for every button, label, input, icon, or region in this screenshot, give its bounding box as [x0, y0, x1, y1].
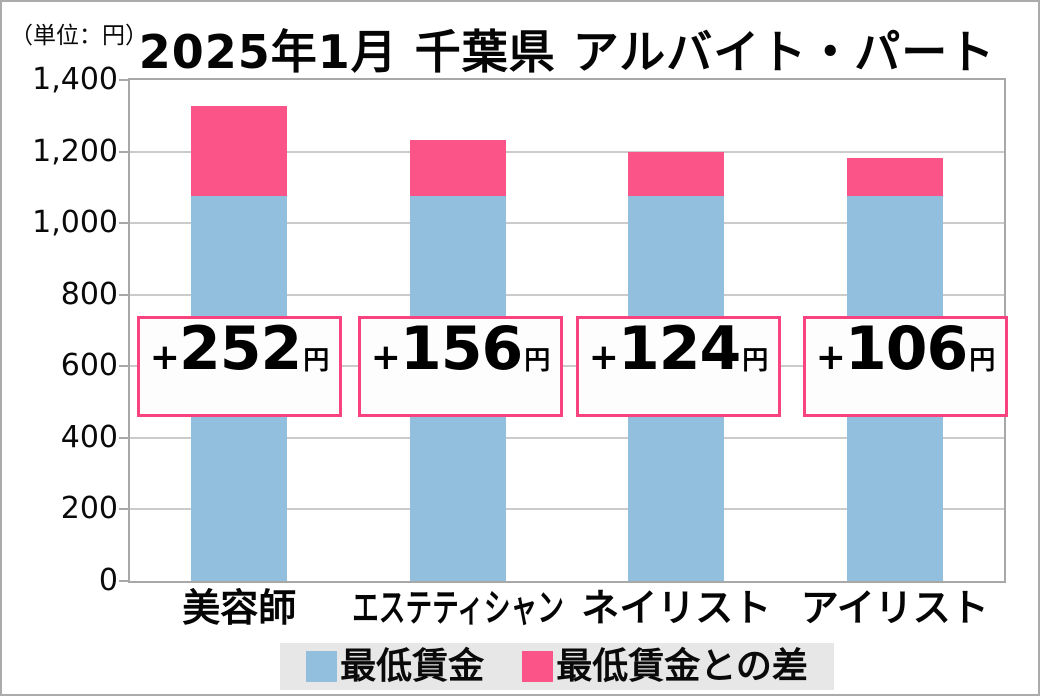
diff-unit: 円: [524, 346, 551, 376]
diff-callout-3: +106 円: [803, 316, 1008, 417]
y-tick: [119, 79, 128, 81]
diff-unit: 円: [969, 346, 996, 376]
y-tick: [119, 508, 128, 511]
x-axis-label-3: アイリスト: [800, 586, 989, 630]
diff-value: 156: [399, 314, 523, 384]
diff-unit: 円: [742, 346, 769, 376]
diff-plus-sign: +: [149, 337, 180, 378]
diff-plus-sign: +: [370, 337, 401, 378]
plot-area: +252 円 +156 円 +124 円 +106 円: [128, 78, 1008, 583]
y-tick: [119, 293, 128, 296]
bar-wage-diff-3: [847, 158, 943, 196]
diff-value: 252: [178, 314, 302, 384]
y-tick: [119, 150, 128, 153]
y-axis-label: 400: [60, 419, 118, 455]
legend-swatch-blue: [306, 651, 338, 682]
bar-wage-diff-1: [410, 140, 506, 196]
x-axis-label-0: 美容師: [182, 586, 297, 630]
x-axis-label-2: ネイリスト: [581, 586, 772, 630]
gridline-1,000: [130, 222, 1004, 225]
legend-swatch-pink: [522, 651, 554, 682]
legend-label-0: 最低賃金: [340, 645, 485, 687]
bar-wage-diff-0: [191, 106, 287, 196]
gridline-800: [130, 293, 1004, 296]
legend-label-1: 最低賃金との差: [556, 645, 808, 687]
gridline-400: [130, 436, 1004, 439]
legend-item-0: 最低賃金: [306, 645, 485, 687]
y-tick: [119, 580, 128, 582]
y-axis-label: 200: [60, 491, 118, 527]
diff-value: 106: [844, 314, 968, 384]
diff-value: 124: [617, 314, 741, 384]
diff-callout-0: +252 円: [137, 316, 342, 417]
y-axis-label: 800: [60, 276, 118, 312]
legend-item-1: 最低賃金との差: [522, 645, 808, 687]
x-axis-label-1: エステティシャン: [351, 586, 564, 630]
gridline-1,200: [130, 150, 1004, 153]
diff-callout-2: +124 円: [576, 316, 781, 417]
diff-plus-sign: +: [588, 337, 619, 378]
y-axis-label: 600: [60, 348, 118, 384]
chart-title: 2025年1月 千葉県 アルバイト・パート: [138, 25, 996, 79]
y-axis-label: 1,400: [32, 62, 118, 97]
y-axis-label: 1,000: [32, 205, 118, 241]
y-tick: [119, 436, 128, 439]
diff-callout-1: +156 円: [358, 316, 563, 417]
y-axis-label: 1,200: [32, 133, 118, 169]
gridline-600: [130, 365, 1004, 368]
diff-plus-sign: +: [815, 337, 846, 378]
y-axis-label: 0: [98, 563, 118, 598]
legend: 最低賃金 最低賃金との差: [280, 643, 834, 690]
y-tick: [119, 365, 128, 368]
gridline-200: [130, 508, 1004, 511]
y-tick: [119, 222, 128, 225]
diff-unit: 円: [303, 346, 330, 376]
bar-wage-diff-2: [628, 152, 724, 196]
unit-label: （単位：円）: [10, 23, 148, 49]
